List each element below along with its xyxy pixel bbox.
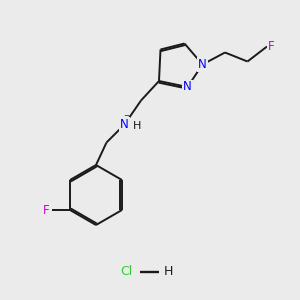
Text: H: H [133,121,141,131]
Text: N: N [120,118,129,131]
Text: F: F [268,40,275,53]
Text: H: H [163,265,173,278]
Text: Cl: Cl [120,265,132,278]
Text: N: N [198,58,207,71]
Text: F: F [43,203,49,217]
Text: −: − [123,113,129,119]
Text: N: N [183,80,192,94]
